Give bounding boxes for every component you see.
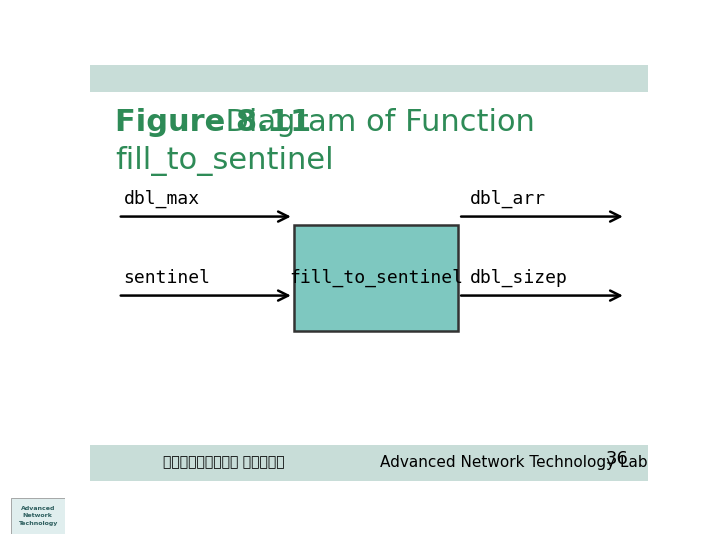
- Text: dbl_sizep: dbl_sizep: [469, 269, 567, 287]
- Text: 中正大學通訊工程系 潘仁義老師: 中正大學通訊工程系 潘仁義老師: [163, 455, 284, 469]
- Text: dbl_arr: dbl_arr: [469, 190, 546, 208]
- Text: fill_to_sentinel: fill_to_sentinel: [289, 269, 463, 287]
- Text: Technology: Technology: [18, 521, 58, 526]
- Bar: [90, 446, 648, 481]
- Text: fill_to_sentinel: fill_to_sentinel: [115, 146, 334, 176]
- Text: Advanced Network Technology Lab: Advanced Network Technology Lab: [380, 455, 648, 470]
- Bar: [90, 65, 648, 92]
- Text: 36: 36: [606, 450, 629, 468]
- Text: sentinel: sentinel: [124, 269, 210, 287]
- Text: Network: Network: [23, 514, 53, 518]
- Text: Diagram of Function: Diagram of Function: [205, 109, 534, 138]
- Text: dbl_max: dbl_max: [124, 190, 199, 208]
- Text: Advanced: Advanced: [21, 506, 55, 511]
- Text: Figure 8.11: Figure 8.11: [115, 109, 311, 138]
- Bar: [294, 225, 458, 331]
